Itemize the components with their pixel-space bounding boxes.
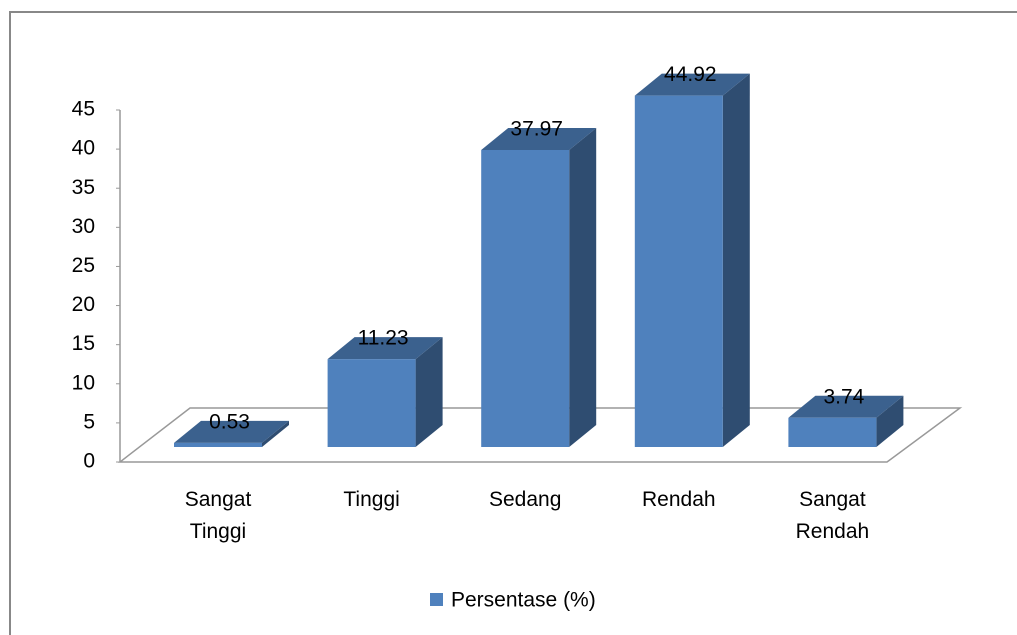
y-tick-label: 5 (83, 410, 95, 433)
legend-swatch (430, 593, 443, 606)
x-tick-label: Sangat Rendah (795, 488, 870, 543)
bar-front (788, 417, 877, 447)
bar-top (481, 127, 597, 150)
x-tick-label: Tinggi (343, 488, 400, 511)
value-label: 0.53 (209, 410, 250, 433)
bar (481, 127, 597, 447)
bar-front (174, 442, 262, 447)
floor (117, 407, 963, 463)
bar-top (327, 337, 443, 360)
x-tick-label: Rendah (642, 488, 716, 511)
value-label: 11.23 (358, 327, 409, 350)
value-label: 37.97 (510, 118, 563, 141)
bar-side (262, 420, 289, 447)
y-tick-label: 15 (72, 332, 95, 355)
legend-label: Persentase (%) (451, 589, 596, 612)
bar-side (876, 395, 904, 447)
value-label: 3.74 (823, 385, 864, 408)
bar-side (722, 73, 750, 447)
bar-top (634, 73, 750, 96)
y-tick-label: 45 (72, 98, 95, 121)
x-tick-label: Sangat Tinggi (184, 488, 252, 543)
bar-front (634, 95, 723, 447)
value-label: 44.92 (664, 63, 717, 86)
y-tick-label: 30 (72, 215, 95, 238)
y-tick-label: 10 (72, 371, 95, 394)
x-tick-label: Sedang (488, 488, 562, 511)
bar (174, 420, 289, 447)
bar-top (174, 420, 289, 443)
bar-top (788, 395, 904, 418)
y-tick-label: 40 (72, 137, 95, 160)
y-tick-label: 0 (83, 450, 95, 473)
bar-front (327, 359, 416, 447)
y-tick-label: 35 (72, 176, 95, 199)
bar (634, 73, 750, 447)
bar (788, 395, 904, 447)
y-tick-label: 20 (72, 293, 95, 316)
bar (327, 337, 443, 447)
y-tick-label: 25 (72, 254, 95, 277)
bar-side (415, 337, 443, 447)
bar-front (481, 149, 570, 447)
bar-side (569, 127, 597, 447)
